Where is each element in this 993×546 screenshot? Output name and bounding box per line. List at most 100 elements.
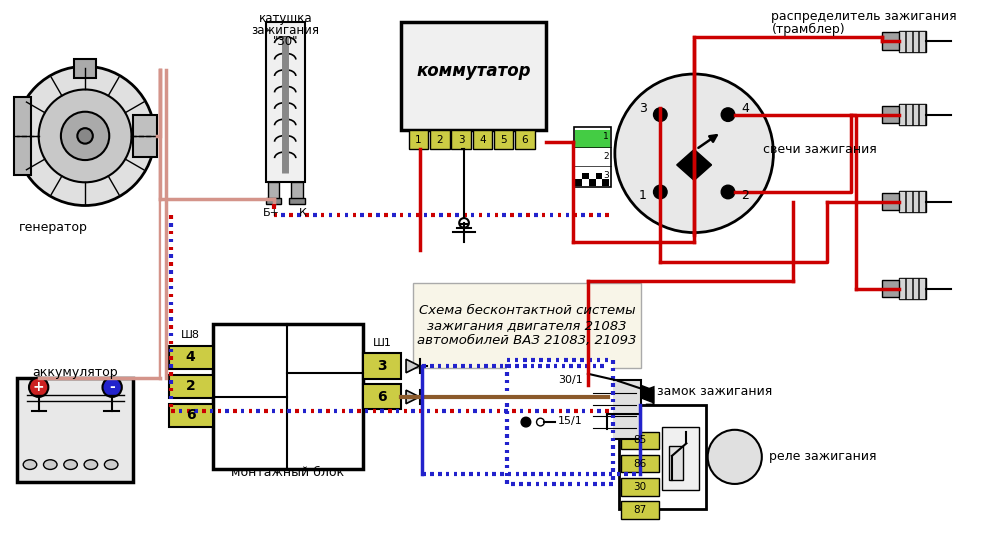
- Bar: [133, 115, 157, 157]
- Bar: [473, 130, 493, 150]
- Bar: [588, 381, 640, 438]
- Circle shape: [16, 66, 155, 205]
- Bar: [582, 173, 589, 180]
- Bar: [596, 180, 603, 186]
- Circle shape: [721, 108, 735, 121]
- Text: 4: 4: [186, 351, 196, 364]
- Bar: [169, 346, 213, 369]
- Text: 4: 4: [479, 135, 486, 145]
- Bar: [362, 353, 401, 378]
- Text: "30": "30": [272, 35, 298, 49]
- Bar: [899, 191, 926, 212]
- Ellipse shape: [44, 460, 57, 470]
- Bar: [266, 198, 281, 204]
- Circle shape: [39, 90, 131, 182]
- Bar: [589, 173, 596, 180]
- Bar: [619, 405, 706, 509]
- Text: 6: 6: [521, 135, 528, 145]
- Bar: [401, 22, 546, 130]
- Circle shape: [653, 108, 667, 121]
- Circle shape: [536, 418, 544, 426]
- Text: К: К: [299, 208, 307, 218]
- Bar: [899, 104, 905, 125]
- Bar: [74, 58, 95, 78]
- Bar: [913, 191, 919, 212]
- Bar: [906, 31, 912, 52]
- Bar: [669, 446, 682, 480]
- Ellipse shape: [104, 460, 118, 470]
- Bar: [882, 193, 899, 210]
- Text: Ш1: Ш1: [372, 337, 391, 348]
- Text: генератор: генератор: [19, 221, 88, 234]
- Bar: [899, 278, 926, 299]
- Text: 87: 87: [634, 505, 646, 515]
- Text: зажигания: зажигания: [251, 24, 319, 37]
- Text: 1: 1: [604, 132, 609, 141]
- Bar: [882, 280, 899, 298]
- Text: -: -: [109, 380, 115, 394]
- Bar: [621, 432, 659, 449]
- Text: 2: 2: [604, 152, 609, 161]
- Text: коммутатор: коммутатор: [416, 62, 531, 80]
- Bar: [621, 478, 659, 496]
- Bar: [913, 31, 919, 52]
- Text: 3: 3: [458, 135, 465, 145]
- Text: 1: 1: [415, 135, 422, 145]
- Text: 3: 3: [604, 171, 609, 180]
- Bar: [662, 427, 699, 490]
- Circle shape: [708, 430, 762, 484]
- Bar: [899, 104, 926, 125]
- Text: Б+: Б+: [263, 208, 280, 218]
- Bar: [268, 182, 279, 201]
- Bar: [430, 130, 450, 150]
- Circle shape: [61, 112, 109, 160]
- Polygon shape: [406, 359, 420, 373]
- Text: 4: 4: [742, 102, 750, 115]
- Bar: [906, 191, 912, 212]
- Bar: [882, 106, 899, 123]
- Bar: [213, 324, 362, 470]
- Text: 2: 2: [186, 379, 196, 393]
- Text: 5: 5: [500, 135, 507, 145]
- Bar: [409, 130, 428, 150]
- Ellipse shape: [84, 460, 97, 470]
- Text: 86: 86: [634, 459, 646, 468]
- Text: 2: 2: [742, 189, 750, 203]
- Bar: [452, 130, 471, 150]
- Text: реле зажигания: реле зажигания: [769, 450, 876, 464]
- Text: 3: 3: [638, 102, 646, 115]
- Text: аккумулятор: аккумулятор: [33, 366, 118, 379]
- Bar: [582, 180, 589, 186]
- Text: 6: 6: [186, 408, 196, 422]
- Bar: [266, 22, 305, 182]
- Bar: [506, 360, 613, 484]
- Text: распределитель зажигания: распределитель зажигания: [772, 10, 957, 23]
- Circle shape: [653, 185, 667, 199]
- Bar: [920, 191, 925, 212]
- Bar: [575, 180, 582, 186]
- Text: свечи зажигания: свечи зажигания: [763, 143, 877, 156]
- Text: 6: 6: [377, 390, 386, 404]
- Text: (трамблер): (трамблер): [772, 23, 845, 37]
- Bar: [899, 31, 905, 52]
- Bar: [575, 130, 610, 147]
- Bar: [495, 130, 513, 150]
- Text: 15/1: 15/1: [558, 416, 583, 426]
- Polygon shape: [677, 150, 712, 180]
- Circle shape: [459, 218, 469, 228]
- Bar: [291, 182, 303, 201]
- Polygon shape: [640, 385, 653, 403]
- Bar: [169, 403, 213, 427]
- Bar: [920, 31, 925, 52]
- Text: катушка: катушка: [258, 12, 312, 25]
- Bar: [14, 97, 31, 175]
- Bar: [906, 104, 912, 125]
- Bar: [899, 278, 905, 299]
- Bar: [589, 180, 596, 186]
- Bar: [899, 191, 905, 212]
- Bar: [515, 130, 534, 150]
- Circle shape: [721, 185, 735, 199]
- Bar: [169, 375, 213, 398]
- Text: 30/1: 30/1: [558, 376, 583, 385]
- Text: замок зажигания: замок зажигания: [657, 385, 773, 398]
